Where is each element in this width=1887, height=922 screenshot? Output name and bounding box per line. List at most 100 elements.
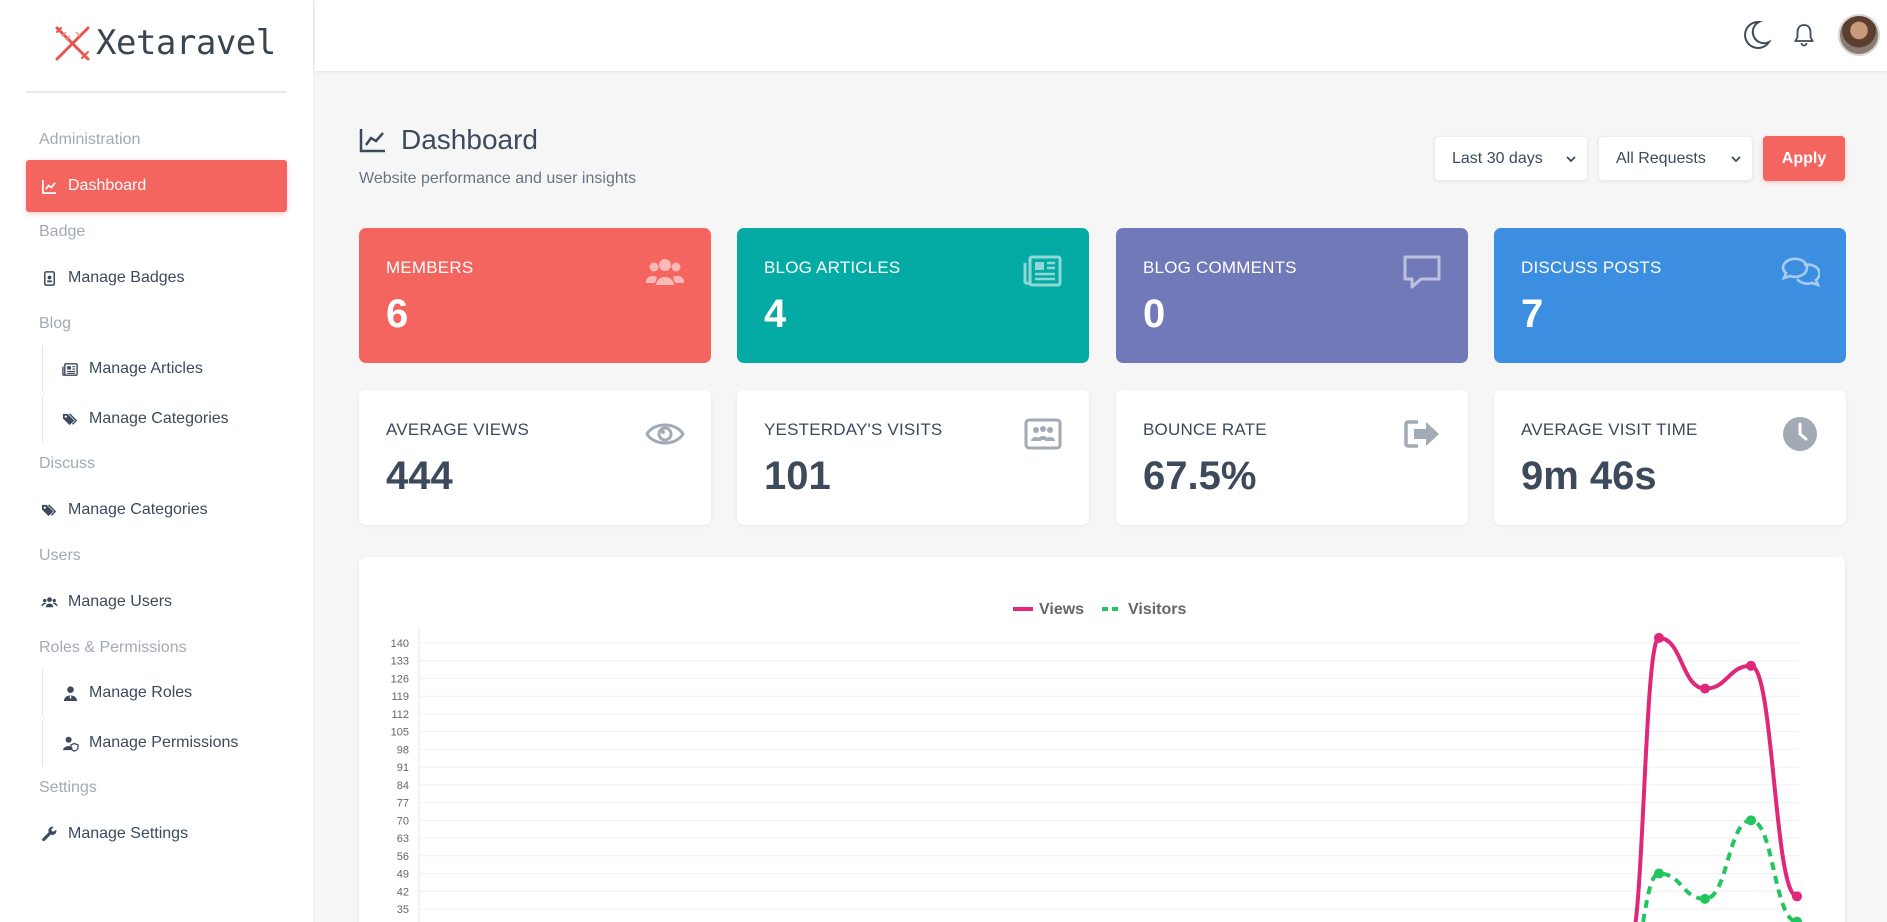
y-tick-label: 56 bbox=[397, 851, 409, 863]
page-header: Dashboard Website performance and user i… bbox=[359, 124, 636, 188]
tags-icon bbox=[39, 501, 59, 519]
user-tie-icon bbox=[60, 684, 80, 702]
bell-icon[interactable] bbox=[1793, 22, 1815, 48]
chart-line-icon bbox=[39, 177, 59, 195]
y-tick-label: 42 bbox=[397, 886, 409, 898]
sidebar-item-manage-users[interactable]: Manage Users bbox=[26, 576, 287, 628]
stat-label: Average Visit Time bbox=[1521, 420, 1698, 439]
moon-icon[interactable] bbox=[1739, 18, 1773, 52]
stat-value: 444 bbox=[386, 454, 453, 498]
stat-card-bounce-rate: Bounce Rate 67.5% bbox=[1116, 390, 1468, 525]
section-administration: Administration bbox=[39, 131, 141, 148]
stat-label: Blog Articles bbox=[764, 258, 901, 277]
chevron-down-icon bbox=[1566, 155, 1576, 162]
sidebar-item-dashboard[interactable]: Dashboard bbox=[26, 160, 287, 212]
y-tick-label: 77 bbox=[397, 798, 409, 810]
logo-icon bbox=[55, 26, 90, 61]
data-point bbox=[1792, 891, 1802, 902]
sidebar-item-manage-badges[interactable]: Manage Badges bbox=[26, 252, 287, 304]
sidebar-item-label: Dashboard bbox=[68, 177, 147, 194]
stat-value: 6 bbox=[386, 292, 409, 336]
section-blog: Blog bbox=[39, 315, 72, 332]
sidebar-item-label: Manage Users bbox=[68, 593, 173, 610]
sidebar-item-label: Manage Roles bbox=[89, 684, 193, 701]
stat-label: Discuss Posts bbox=[1521, 258, 1662, 277]
y-tick-label: 126 bbox=[391, 673, 409, 685]
stat-label: Members bbox=[386, 258, 474, 277]
y-tick-label: 119 bbox=[391, 691, 409, 703]
y-tick-label: 133 bbox=[391, 656, 409, 668]
page-title-text: Dashboard bbox=[401, 124, 538, 155]
stat-label: Yesterday's Visits bbox=[764, 420, 943, 439]
sidebar-item-label: Manage Permissions bbox=[89, 734, 239, 751]
screen-users-icon bbox=[1024, 418, 1062, 450]
data-point bbox=[1654, 868, 1664, 879]
sign-out-icon bbox=[1404, 420, 1439, 448]
stat-card-blog-articles: Blog Articles 4 bbox=[737, 228, 1089, 363]
legend-label: Visitors bbox=[1128, 601, 1187, 618]
stat-value: 4 bbox=[764, 292, 787, 336]
date-range-select[interactable]: Last 30 days bbox=[1434, 136, 1588, 181]
sidebar-item-manage-settings[interactable]: Manage Settings bbox=[26, 808, 287, 860]
sidebar-item-manage-discuss-categories[interactable]: Manage Categories bbox=[26, 484, 287, 536]
app-logo[interactable]: Xetaravel bbox=[52, 22, 276, 64]
app-name: Xetaravel bbox=[96, 23, 276, 63]
page-title: Dashboard bbox=[359, 124, 636, 156]
sidebar-item-label: Manage Articles bbox=[89, 360, 203, 377]
y-tick-label: 112 bbox=[391, 709, 409, 721]
stat-card-average-views: Average Views 444 bbox=[359, 390, 711, 525]
y-tick-label: 91 bbox=[397, 762, 409, 774]
data-point bbox=[1746, 660, 1756, 671]
section-settings: Settings bbox=[39, 779, 97, 796]
sidebar-item-manage-roles[interactable]: Manage Roles bbox=[42, 668, 287, 718]
wrench-icon bbox=[39, 825, 59, 843]
user-avatar[interactable] bbox=[1838, 14, 1880, 56]
topbar bbox=[315, 0, 1887, 71]
request-type-select[interactable]: All Requests bbox=[1598, 136, 1753, 181]
stat-label: Bounce Rate bbox=[1143, 420, 1267, 439]
sidebar-item-manage-blog-categories[interactable]: Manage Categories bbox=[42, 394, 287, 444]
sidebar-nav: Administration Dashboard Badge Manage Ba… bbox=[26, 120, 287, 860]
stat-label: Average Views bbox=[386, 420, 530, 439]
traffic-line-chart: Views Visitors 140 133 126 119 112 105 98 91 84 77 7… bbox=[391, 601, 1802, 922]
newspaper-icon bbox=[1023, 255, 1062, 287]
stat-value: 67.5% bbox=[1143, 454, 1257, 498]
stat-value: 9m 46s bbox=[1521, 454, 1657, 498]
stat-card-yesterdays-visits: Yesterday's Visits 101 bbox=[737, 390, 1089, 525]
comment-icon bbox=[1403, 255, 1441, 289]
sidebar-item-label: Manage Badges bbox=[68, 269, 185, 286]
stat-card-discuss-posts: Discuss Posts 7 bbox=[1494, 228, 1846, 363]
badge-icon bbox=[39, 269, 59, 287]
stat-card-members: Members 6 bbox=[359, 228, 711, 363]
section-discuss: Discuss bbox=[39, 455, 96, 472]
newspaper-icon bbox=[60, 360, 80, 378]
users-icon bbox=[645, 259, 685, 285]
filters: Last 30 days All Requests Apply bbox=[1434, 136, 1845, 181]
stat-value: 101 bbox=[764, 454, 831, 498]
stat-card-blog-comments: Blog Comments 0 bbox=[1116, 228, 1468, 363]
y-tick-label: 105 bbox=[391, 727, 409, 739]
tags-icon bbox=[60, 410, 80, 428]
series-line bbox=[1641, 818, 1798, 922]
comments-icon bbox=[1781, 257, 1820, 288]
sidebar-item-label: Manage Categories bbox=[89, 410, 229, 427]
clock-icon bbox=[1783, 417, 1817, 451]
data-point bbox=[1746, 815, 1756, 826]
data-point bbox=[1654, 632, 1664, 643]
chevron-down-icon bbox=[1731, 155, 1741, 162]
divider bbox=[26, 91, 287, 93]
sidebar: Xetaravel Administration Dashboard Badge… bbox=[0, 0, 314, 922]
stat-value: 0 bbox=[1143, 292, 1166, 336]
y-tick-label: 140 bbox=[391, 638, 409, 650]
data-point bbox=[1700, 683, 1710, 694]
sidebar-item-manage-permissions[interactable]: Manage Permissions bbox=[42, 718, 287, 768]
y-tick-label: 63 bbox=[397, 833, 409, 845]
section-badge: Badge bbox=[39, 223, 86, 240]
apply-button[interactable]: Apply bbox=[1763, 136, 1845, 181]
stat-card-average-visit-time: Average Visit Time 9m 46s bbox=[1494, 390, 1846, 525]
data-point bbox=[1792, 916, 1802, 922]
eye-icon bbox=[645, 423, 685, 445]
section-users: Users bbox=[39, 547, 81, 564]
user-shield-icon bbox=[60, 734, 80, 752]
sidebar-item-manage-articles[interactable]: Manage Articles bbox=[42, 344, 287, 394]
